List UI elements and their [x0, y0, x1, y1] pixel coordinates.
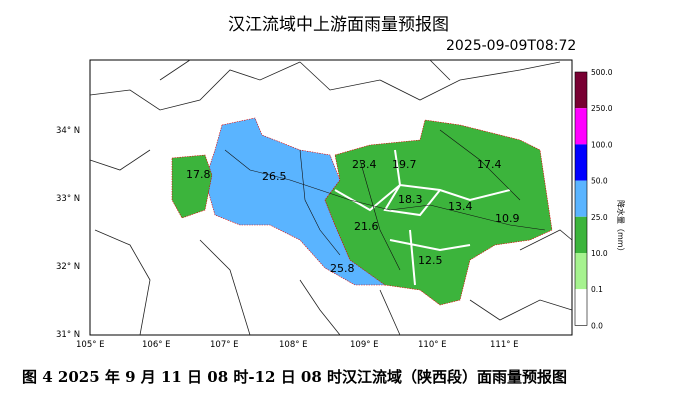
region-value: 13.4 [448, 200, 473, 213]
legend-tick: 250.0 [591, 104, 613, 113]
lon-label: 110° E [418, 340, 447, 350]
lon-axis: 105° E 106° E 107° E 108° E 109° E 110° … [76, 340, 519, 350]
region-blue [204, 117, 386, 286]
legend-tick: 50.0 [591, 177, 608, 186]
forecast-timestamp: 2025-09-09T08:72 [446, 38, 577, 54]
lon-label: 107° E [210, 340, 239, 350]
region-value: 17.8 [186, 168, 211, 181]
legend-tick: 500.0 [591, 68, 613, 77]
region-value: 17.4 [477, 158, 502, 171]
legend-tick: 100.0 [591, 140, 613, 149]
lat-label: 31° N [56, 330, 80, 340]
legend-swatch [575, 253, 587, 290]
legend-swatch [575, 180, 587, 217]
lat-label: 32° N [56, 262, 80, 272]
color-legend: 500.0 250.0 100.0 50.0 25.0 10.0 0.1 0.0 [574, 68, 613, 330]
legend-tick: 10.0 [591, 249, 608, 258]
region-value: 21.6 [354, 220, 379, 233]
region-value: 23.4 [352, 158, 377, 171]
lon-label: 108° E [279, 340, 308, 350]
region-value: 25.8 [330, 262, 355, 275]
lon-label: 106° E [142, 340, 171, 350]
lat-axis: 34° N 33° N 32° N 31° N [56, 126, 80, 340]
lon-label: 109° E [350, 340, 379, 350]
legend-swatch [575, 72, 587, 109]
figure-caption: 图 4 2025 年 9 月 11 日 08 时-12 日 08 时汉江流域（陕… [22, 368, 568, 386]
map-title: 汉江流域中上游面雨量预报图 [228, 15, 449, 35]
legend-swatch [575, 108, 587, 145]
region-value: 10.9 [495, 212, 520, 225]
region-green-west [171, 154, 213, 219]
lon-label: 111° E [490, 340, 519, 350]
region-value: 18.3 [398, 193, 423, 206]
legend-tick: 25.0 [591, 213, 608, 222]
rivers [224, 129, 546, 271]
lon-label: 105° E [76, 340, 105, 350]
region-value: 12.5 [418, 254, 443, 267]
region-value: 26.5 [262, 170, 287, 183]
legend-tick: 0.0 [591, 321, 603, 330]
lat-label: 33° N [56, 194, 80, 204]
legend-title: 降水量（mm） [616, 200, 626, 256]
lat-label: 34° N [56, 126, 80, 136]
region-green-east [324, 119, 553, 306]
legend-swatch [575, 289, 587, 326]
admin-boundaries [89, 59, 573, 336]
legend-tick: 0.1 [591, 285, 603, 294]
subbasin-borders [334, 149, 511, 286]
legend-swatch [575, 216, 587, 253]
legend-swatch [575, 144, 587, 181]
region-value: 19.7 [392, 158, 417, 171]
